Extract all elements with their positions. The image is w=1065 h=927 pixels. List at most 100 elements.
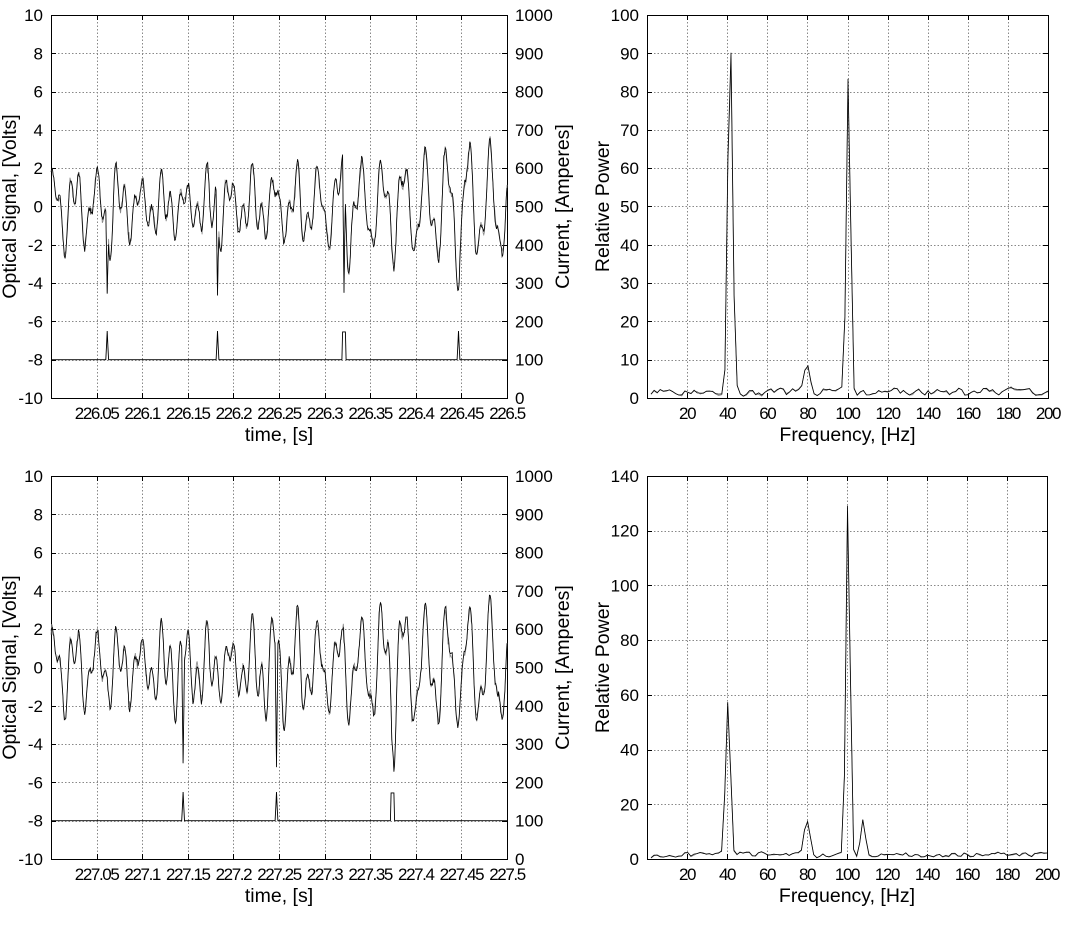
svg-text:time, [s]: time, [s] bbox=[245, 424, 313, 446]
svg-text:80: 80 bbox=[620, 83, 639, 102]
svg-text:100: 100 bbox=[611, 576, 639, 595]
svg-text:20: 20 bbox=[620, 795, 639, 814]
svg-text:160: 160 bbox=[956, 404, 981, 423]
svg-text:1000: 1000 bbox=[515, 6, 553, 25]
svg-text:900: 900 bbox=[515, 44, 543, 63]
svg-text:Optical Signal, [Volts]: Optical Signal, [Volts] bbox=[0, 114, 21, 298]
svg-text:226.4: 226.4 bbox=[398, 404, 434, 423]
svg-text:400: 400 bbox=[515, 697, 543, 716]
svg-text:30: 30 bbox=[620, 274, 639, 293]
svg-text:20: 20 bbox=[679, 404, 696, 423]
svg-text:Optical Signal, [Volts]: Optical Signal, [Volts] bbox=[0, 575, 21, 759]
svg-text:900: 900 bbox=[515, 505, 543, 524]
svg-text:400: 400 bbox=[515, 236, 543, 255]
svg-text:-4: -4 bbox=[28, 735, 43, 754]
svg-text:4: 4 bbox=[34, 121, 43, 140]
svg-text:227.3: 227.3 bbox=[307, 865, 343, 884]
svg-text:180: 180 bbox=[996, 404, 1021, 423]
svg-text:-6: -6 bbox=[28, 773, 43, 792]
svg-text:100: 100 bbox=[835, 404, 860, 423]
svg-text:200: 200 bbox=[515, 312, 543, 331]
svg-text:0: 0 bbox=[630, 850, 639, 869]
svg-text:140: 140 bbox=[915, 865, 940, 884]
svg-text:140: 140 bbox=[611, 467, 639, 486]
svg-text:100: 100 bbox=[835, 865, 860, 884]
svg-text:-4: -4 bbox=[28, 274, 43, 293]
svg-text:80: 80 bbox=[799, 865, 816, 884]
svg-text:2: 2 bbox=[34, 159, 43, 178]
svg-text:90: 90 bbox=[620, 44, 639, 63]
svg-text:4: 4 bbox=[34, 582, 43, 601]
svg-text:227.4: 227.4 bbox=[398, 865, 434, 884]
svg-text:Frequency, [Hz]: Frequency, [Hz] bbox=[779, 885, 915, 907]
svg-text:226.3: 226.3 bbox=[307, 404, 343, 423]
svg-text:140: 140 bbox=[916, 404, 941, 423]
svg-text:600: 600 bbox=[515, 159, 543, 178]
svg-text:226.2: 226.2 bbox=[216, 404, 252, 423]
svg-text:Current, [Amperes]: Current, [Amperes] bbox=[552, 124, 574, 289]
svg-text:500: 500 bbox=[515, 198, 543, 217]
svg-text:227.45: 227.45 bbox=[440, 865, 485, 884]
svg-text:20: 20 bbox=[679, 865, 696, 884]
svg-text:40: 40 bbox=[620, 236, 639, 255]
svg-text:227.05: 227.05 bbox=[75, 865, 120, 884]
svg-text:226.45: 226.45 bbox=[440, 404, 485, 423]
svg-text:226.1: 226.1 bbox=[124, 404, 160, 423]
svg-text:300: 300 bbox=[515, 274, 543, 293]
svg-text:-10: -10 bbox=[18, 850, 43, 869]
svg-text:100: 100 bbox=[515, 812, 543, 831]
svg-text:2: 2 bbox=[34, 620, 43, 639]
svg-text:8: 8 bbox=[34, 505, 43, 524]
svg-text:60: 60 bbox=[620, 686, 639, 705]
svg-text:50: 50 bbox=[620, 198, 639, 217]
svg-text:800: 800 bbox=[515, 83, 543, 102]
svg-text:80: 80 bbox=[799, 404, 816, 423]
svg-text:40: 40 bbox=[719, 404, 736, 423]
svg-text:60: 60 bbox=[759, 865, 776, 884]
svg-text:40: 40 bbox=[620, 741, 639, 760]
svg-text:180: 180 bbox=[995, 865, 1020, 884]
svg-text:60: 60 bbox=[620, 159, 639, 178]
svg-text:-2: -2 bbox=[28, 697, 43, 716]
svg-text:6: 6 bbox=[34, 544, 43, 563]
svg-text:227.15: 227.15 bbox=[166, 865, 211, 884]
svg-text:100: 100 bbox=[611, 6, 639, 25]
svg-text:40: 40 bbox=[719, 865, 736, 884]
svg-text:200: 200 bbox=[1036, 404, 1061, 423]
svg-text:120: 120 bbox=[611, 522, 639, 541]
svg-text:Frequency, [Hz]: Frequency, [Hz] bbox=[779, 424, 915, 446]
svg-text:time, [s]: time, [s] bbox=[245, 885, 313, 907]
svg-text:60: 60 bbox=[759, 404, 776, 423]
svg-text:227.35: 227.35 bbox=[348, 865, 393, 884]
svg-text:120: 120 bbox=[875, 865, 900, 884]
svg-text:120: 120 bbox=[876, 404, 901, 423]
svg-text:-2: -2 bbox=[28, 236, 43, 255]
svg-text:-10: -10 bbox=[18, 389, 43, 408]
svg-text:160: 160 bbox=[955, 865, 980, 884]
svg-text:-8: -8 bbox=[28, 812, 43, 831]
svg-text:20: 20 bbox=[620, 312, 639, 331]
svg-text:Relative Power: Relative Power bbox=[592, 140, 614, 272]
svg-text:-8: -8 bbox=[28, 351, 43, 370]
svg-text:6: 6 bbox=[34, 83, 43, 102]
svg-text:10: 10 bbox=[24, 6, 43, 25]
svg-text:Current, [Amperes]: Current, [Amperes] bbox=[552, 585, 574, 750]
svg-text:100: 100 bbox=[515, 351, 543, 370]
svg-text:200: 200 bbox=[515, 773, 543, 792]
svg-text:-6: -6 bbox=[28, 312, 43, 331]
svg-text:600: 600 bbox=[515, 620, 543, 639]
svg-text:227.2: 227.2 bbox=[216, 865, 252, 884]
svg-text:700: 700 bbox=[515, 121, 543, 140]
svg-text:10: 10 bbox=[620, 351, 639, 370]
svg-text:0: 0 bbox=[630, 389, 639, 408]
svg-text:10: 10 bbox=[24, 467, 43, 486]
svg-text:227.5: 227.5 bbox=[489, 865, 525, 884]
svg-text:300: 300 bbox=[515, 735, 543, 754]
svg-text:0: 0 bbox=[34, 659, 43, 678]
svg-text:200: 200 bbox=[1035, 865, 1060, 884]
svg-text:226.15: 226.15 bbox=[166, 404, 211, 423]
svg-text:500: 500 bbox=[515, 659, 543, 678]
svg-text:Relative Power: Relative Power bbox=[592, 601, 614, 733]
svg-text:700: 700 bbox=[515, 582, 543, 601]
svg-text:800: 800 bbox=[515, 544, 543, 563]
